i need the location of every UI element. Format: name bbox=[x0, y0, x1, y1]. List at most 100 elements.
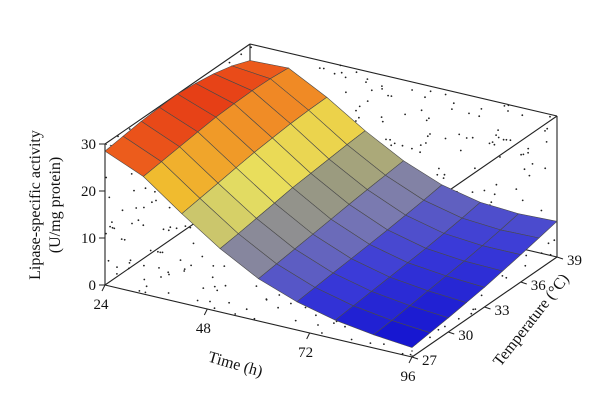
grid-dot bbox=[385, 138, 387, 141]
grid-dot bbox=[135, 207, 138, 209]
grid-dot bbox=[425, 142, 427, 144]
grid-dot bbox=[545, 141, 548, 143]
grid-dot bbox=[437, 328, 440, 331]
grid-dot bbox=[128, 262, 131, 264]
grid-dot bbox=[381, 88, 383, 90]
grid-dot bbox=[495, 183, 498, 186]
grid-dot bbox=[452, 102, 455, 105]
grid-dot bbox=[290, 302, 292, 305]
grid-dot bbox=[333, 72, 336, 75]
grid-dot bbox=[471, 191, 474, 194]
grid-dot bbox=[531, 163, 534, 165]
grid-dot bbox=[304, 306, 307, 309]
grid-dot bbox=[499, 156, 501, 158]
x-tick-label: 96 bbox=[401, 369, 417, 385]
grid-dot bbox=[409, 353, 412, 356]
grid-dot bbox=[127, 267, 130, 270]
grid-dot bbox=[404, 113, 406, 116]
grid-dot bbox=[390, 95, 393, 97]
grid-dot bbox=[228, 301, 231, 304]
grid-dot bbox=[493, 143, 496, 146]
grid-dot bbox=[480, 108, 483, 110]
grid-dot bbox=[370, 89, 373, 92]
grid-dot bbox=[120, 238, 123, 241]
grid-dot bbox=[143, 264, 145, 267]
grid-dot bbox=[495, 134, 497, 137]
grid-dot bbox=[425, 119, 428, 122]
grid-dot bbox=[478, 115, 481, 118]
grid-dot bbox=[527, 151, 529, 154]
z-tick-label: 20 bbox=[81, 184, 96, 200]
grid-dot bbox=[344, 325, 346, 328]
grid-dot bbox=[380, 116, 383, 118]
x-tick-mark bbox=[306, 332, 311, 340]
grid-dot bbox=[451, 108, 453, 110]
grid-dot bbox=[216, 289, 219, 292]
grid-dot bbox=[224, 284, 227, 287]
grid-dot bbox=[468, 112, 470, 115]
grid-dot bbox=[480, 294, 483, 297]
x-tick-mark bbox=[203, 308, 208, 316]
grid-dot bbox=[365, 81, 367, 83]
grid-dot bbox=[490, 201, 493, 204]
x-tick-mark bbox=[101, 284, 106, 292]
y-tick-mark bbox=[556, 256, 564, 260]
grid-dot bbox=[154, 190, 156, 193]
grid-dot bbox=[509, 139, 512, 142]
grid-dot bbox=[355, 109, 357, 112]
grid-dot bbox=[278, 294, 281, 296]
grid-dot bbox=[424, 96, 426, 99]
grid-dot bbox=[144, 291, 147, 294]
grid-dot bbox=[522, 153, 525, 156]
grid-dot bbox=[411, 147, 413, 150]
grid-dot bbox=[411, 89, 413, 91]
x-axis-label: Time (h) bbox=[206, 349, 264, 381]
grid-dot bbox=[158, 267, 160, 269]
grid-dot bbox=[245, 308, 248, 311]
grid-dot bbox=[465, 137, 468, 139]
grid-dot bbox=[189, 226, 192, 229]
grid-dot bbox=[471, 136, 474, 139]
grid-dot bbox=[549, 115, 551, 118]
grid-dot bbox=[111, 221, 113, 224]
grid-dot bbox=[111, 226, 114, 229]
grid-dot bbox=[438, 167, 440, 170]
grid-dot bbox=[381, 85, 383, 87]
grid-dot bbox=[143, 206, 145, 209]
grid-dot bbox=[355, 71, 358, 74]
grid-dot bbox=[527, 147, 530, 150]
grid-dot bbox=[358, 105, 361, 108]
grid-dot bbox=[472, 308, 475, 311]
z-axis-label-line1: Lipase-specific activity bbox=[27, 130, 44, 280]
grid-dot bbox=[366, 78, 369, 80]
z-tick-label: 10 bbox=[81, 231, 96, 247]
grid-dot bbox=[546, 127, 549, 130]
y-tick-mark bbox=[448, 331, 455, 335]
grid-dot bbox=[515, 188, 518, 191]
grid-dot bbox=[444, 325, 446, 328]
grid-dot bbox=[491, 141, 494, 144]
grid-dot bbox=[223, 265, 226, 267]
grid-dot bbox=[505, 276, 508, 279]
grid-dot bbox=[457, 317, 460, 320]
grid-dot bbox=[228, 61, 231, 64]
grid-dot bbox=[444, 137, 447, 140]
grid-dot bbox=[107, 259, 110, 262]
grid-dot bbox=[113, 227, 116, 230]
grid-dot bbox=[108, 196, 111, 199]
grid-dot bbox=[121, 209, 124, 212]
grid-dot bbox=[544, 130, 546, 132]
grid-dot bbox=[105, 176, 108, 179]
x-tick-label: 48 bbox=[196, 321, 211, 337]
grid-dot bbox=[253, 317, 256, 320]
grid-dot bbox=[116, 273, 118, 275]
grid-dot bbox=[131, 222, 133, 225]
grid-dot bbox=[123, 238, 126, 241]
grid-dot bbox=[483, 189, 486, 192]
grid-dot bbox=[318, 67, 321, 69]
grid-dot bbox=[521, 199, 524, 202]
grid-dot bbox=[169, 226, 172, 229]
grid-dot bbox=[442, 177, 445, 180]
grid-dot bbox=[117, 135, 119, 138]
